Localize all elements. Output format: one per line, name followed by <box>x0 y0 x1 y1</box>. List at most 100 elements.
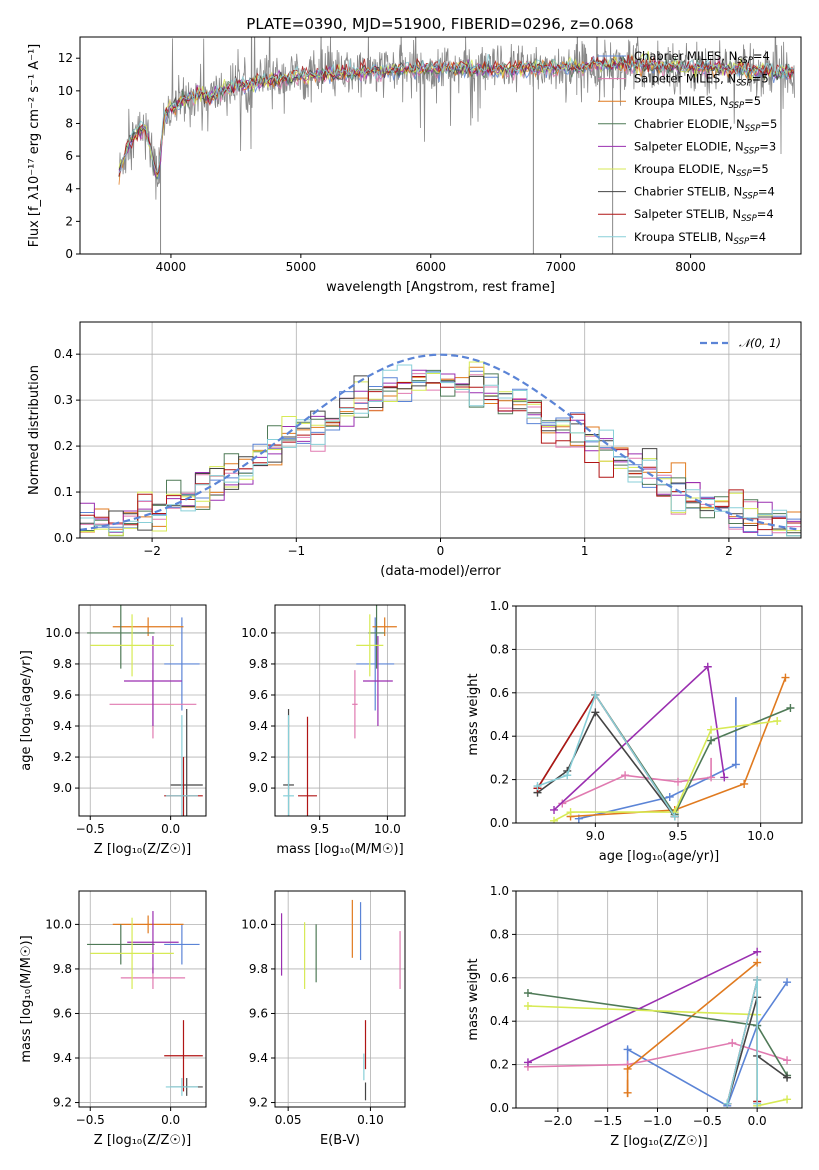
y-axis-label: Flux [f_λ10⁻¹⁷ erg cm⁻² s⁻¹ A⁻¹] <box>27 44 42 248</box>
y-tick-label: 0.0 <box>490 816 509 830</box>
legend-subscript: SSP <box>729 101 745 111</box>
x-axis-label: Z [log₁₀(Z/Z☉)] <box>94 842 191 857</box>
legend-entry: Kroupa MILES, NSSP=5 <box>634 94 761 111</box>
y-tick-label: 0.2 <box>490 1058 509 1072</box>
y-tick-label: 9.4 <box>53 1051 72 1065</box>
weight-marker <box>723 1099 732 1108</box>
weight-marker <box>670 812 679 821</box>
weight-marker <box>523 1058 532 1067</box>
legend-count: =5 <box>744 94 761 108</box>
legend-label: Chabrier STELIB, N <box>634 185 742 199</box>
plot-area <box>118 37 795 254</box>
plot-area <box>87 605 203 816</box>
y-tick-label: 9.8 <box>249 962 268 976</box>
weight-line <box>570 677 787 818</box>
legend-entry: Salpeter MILES, NSSP=5 <box>634 72 769 89</box>
gaussian-curve <box>80 353 801 531</box>
weight-line <box>536 693 676 817</box>
weight-line <box>527 1042 788 1068</box>
legend-entry: Salpeter ELODIE, NSSP=3 <box>634 139 776 156</box>
legend-subscript: SSP <box>744 146 760 156</box>
weight-marker <box>665 792 674 801</box>
legend-label: Kroupa ELODIE, N <box>634 162 736 176</box>
y-tick-label: 0.4 <box>490 729 509 743</box>
x-tick-label: 9.5 <box>668 829 687 843</box>
plot-frame <box>515 890 803 1109</box>
plot-weight_vs_Z: −2.0 −1.5 −1.0 −0.5 0.0 0.0 0.2 0.4 0.6 0.8 1.0 Z [… <box>466 884 803 1149</box>
y-tick-label: 0.4 <box>490 1014 509 1028</box>
legend-count: =4 <box>758 185 775 199</box>
plot-area <box>280 899 401 1101</box>
plot-age_vs_mass: 9.5 10.0 9.0 9.2 9.4 9.6 9.8 10.0 mass [log₁₀(M/… <box>241 604 406 857</box>
gaussian-legend-label: 𝒩(0, 1) <box>739 336 781 350</box>
legend-count: =3 <box>759 139 776 153</box>
x-axis-label: wavelength [Angstrom, rest frame] <box>326 280 555 295</box>
y-axis-label: mass weight <box>466 958 481 1040</box>
weight-marker <box>753 958 762 967</box>
x-axis-label: Z [log₁₀(Z/Z☉)] <box>610 1134 707 1149</box>
x-tick-label: 1 <box>581 544 589 558</box>
weight-marker <box>591 708 600 717</box>
weight-marker <box>707 736 716 745</box>
y-tick-label: 9.4 <box>249 1051 268 1065</box>
y-tick-label: 10 <box>58 84 73 98</box>
x-tick-label: 7000 <box>545 260 576 274</box>
y-tick-label: 9.2 <box>249 750 268 764</box>
y-tick-label: 4 <box>65 182 73 196</box>
legend-count: =4 <box>753 49 770 63</box>
legend-subscript: SSP <box>742 192 758 202</box>
y-tick-label: 0.8 <box>490 927 509 941</box>
weight-marker <box>674 777 683 786</box>
legend-entry: Kroupa ELODIE, NSSP=5 <box>634 162 769 179</box>
legend-label: Kroupa STELIB, N <box>634 230 734 244</box>
y-tick-label: 10.0 <box>241 626 268 640</box>
x-axis-label: E(B-V) <box>320 1133 360 1148</box>
y-axis-label: Normed distribution <box>27 365 42 495</box>
weight-marker <box>550 805 559 814</box>
y-tick-label: 0.3 <box>54 393 73 407</box>
x-axis-label: (data-model)/error <box>380 564 501 579</box>
weight-marker <box>728 1038 737 1047</box>
x-tick-label: 0.0 <box>161 1113 180 1127</box>
y-tick-label: 0.0 <box>490 1101 509 1115</box>
legend-subscript: SSP <box>737 56 753 66</box>
weight-marker <box>533 782 542 791</box>
y-tick-label: 2 <box>65 214 73 228</box>
weight-marker <box>623 1064 632 1073</box>
weight-marker <box>720 773 729 782</box>
weight-marker <box>740 779 749 788</box>
y-tick-label: 9.8 <box>249 657 268 671</box>
weight-marker <box>773 717 782 726</box>
weight-marker <box>558 799 567 808</box>
y-tick-label: 12 <box>58 51 73 65</box>
legend-entry: Chabrier MILES, NSSP=4 <box>634 49 770 66</box>
plot-mass_vs_ebv: 0.05 0.10 9.2 9.4 9.6 9.8 10.0 E(B-V) <box>241 890 406 1148</box>
y-tick-label: 10.0 <box>241 917 268 931</box>
y-tick-label: 0.1 <box>54 485 73 499</box>
x-tick-label: 5000 <box>286 260 317 274</box>
y-tick-label: 9.2 <box>249 1096 268 1110</box>
x-tick-label: −1 <box>287 544 305 558</box>
y-tick-label: 0.0 <box>54 531 73 545</box>
weight-marker <box>566 808 575 817</box>
y-tick-label: 0.2 <box>490 773 509 787</box>
plot-area <box>87 911 203 1096</box>
model-spectrum <box>118 54 794 174</box>
weight-marker <box>783 1073 792 1082</box>
legend-label: Kroupa MILES, N <box>634 94 729 108</box>
x-tick-label: 10.0 <box>374 822 401 836</box>
y-tick-label: 9.2 <box>53 1096 72 1110</box>
x-tick-label: −1.5 <box>593 1114 622 1128</box>
legend-label: Salpeter ELODIE, N <box>634 139 744 153</box>
plot-area <box>80 353 801 538</box>
x-tick-label: 0.05 <box>275 1113 302 1127</box>
weight-line <box>537 710 676 817</box>
weight-marker <box>523 1002 532 1011</box>
x-tick-label: 6000 <box>415 260 446 274</box>
x-tick-label: −2.0 <box>543 1114 572 1128</box>
weight-marker <box>786 703 795 712</box>
y-tick-label: 9.6 <box>249 688 268 702</box>
y-tick-label: 0.2 <box>54 439 73 453</box>
legend-count: =5 <box>760 117 777 131</box>
